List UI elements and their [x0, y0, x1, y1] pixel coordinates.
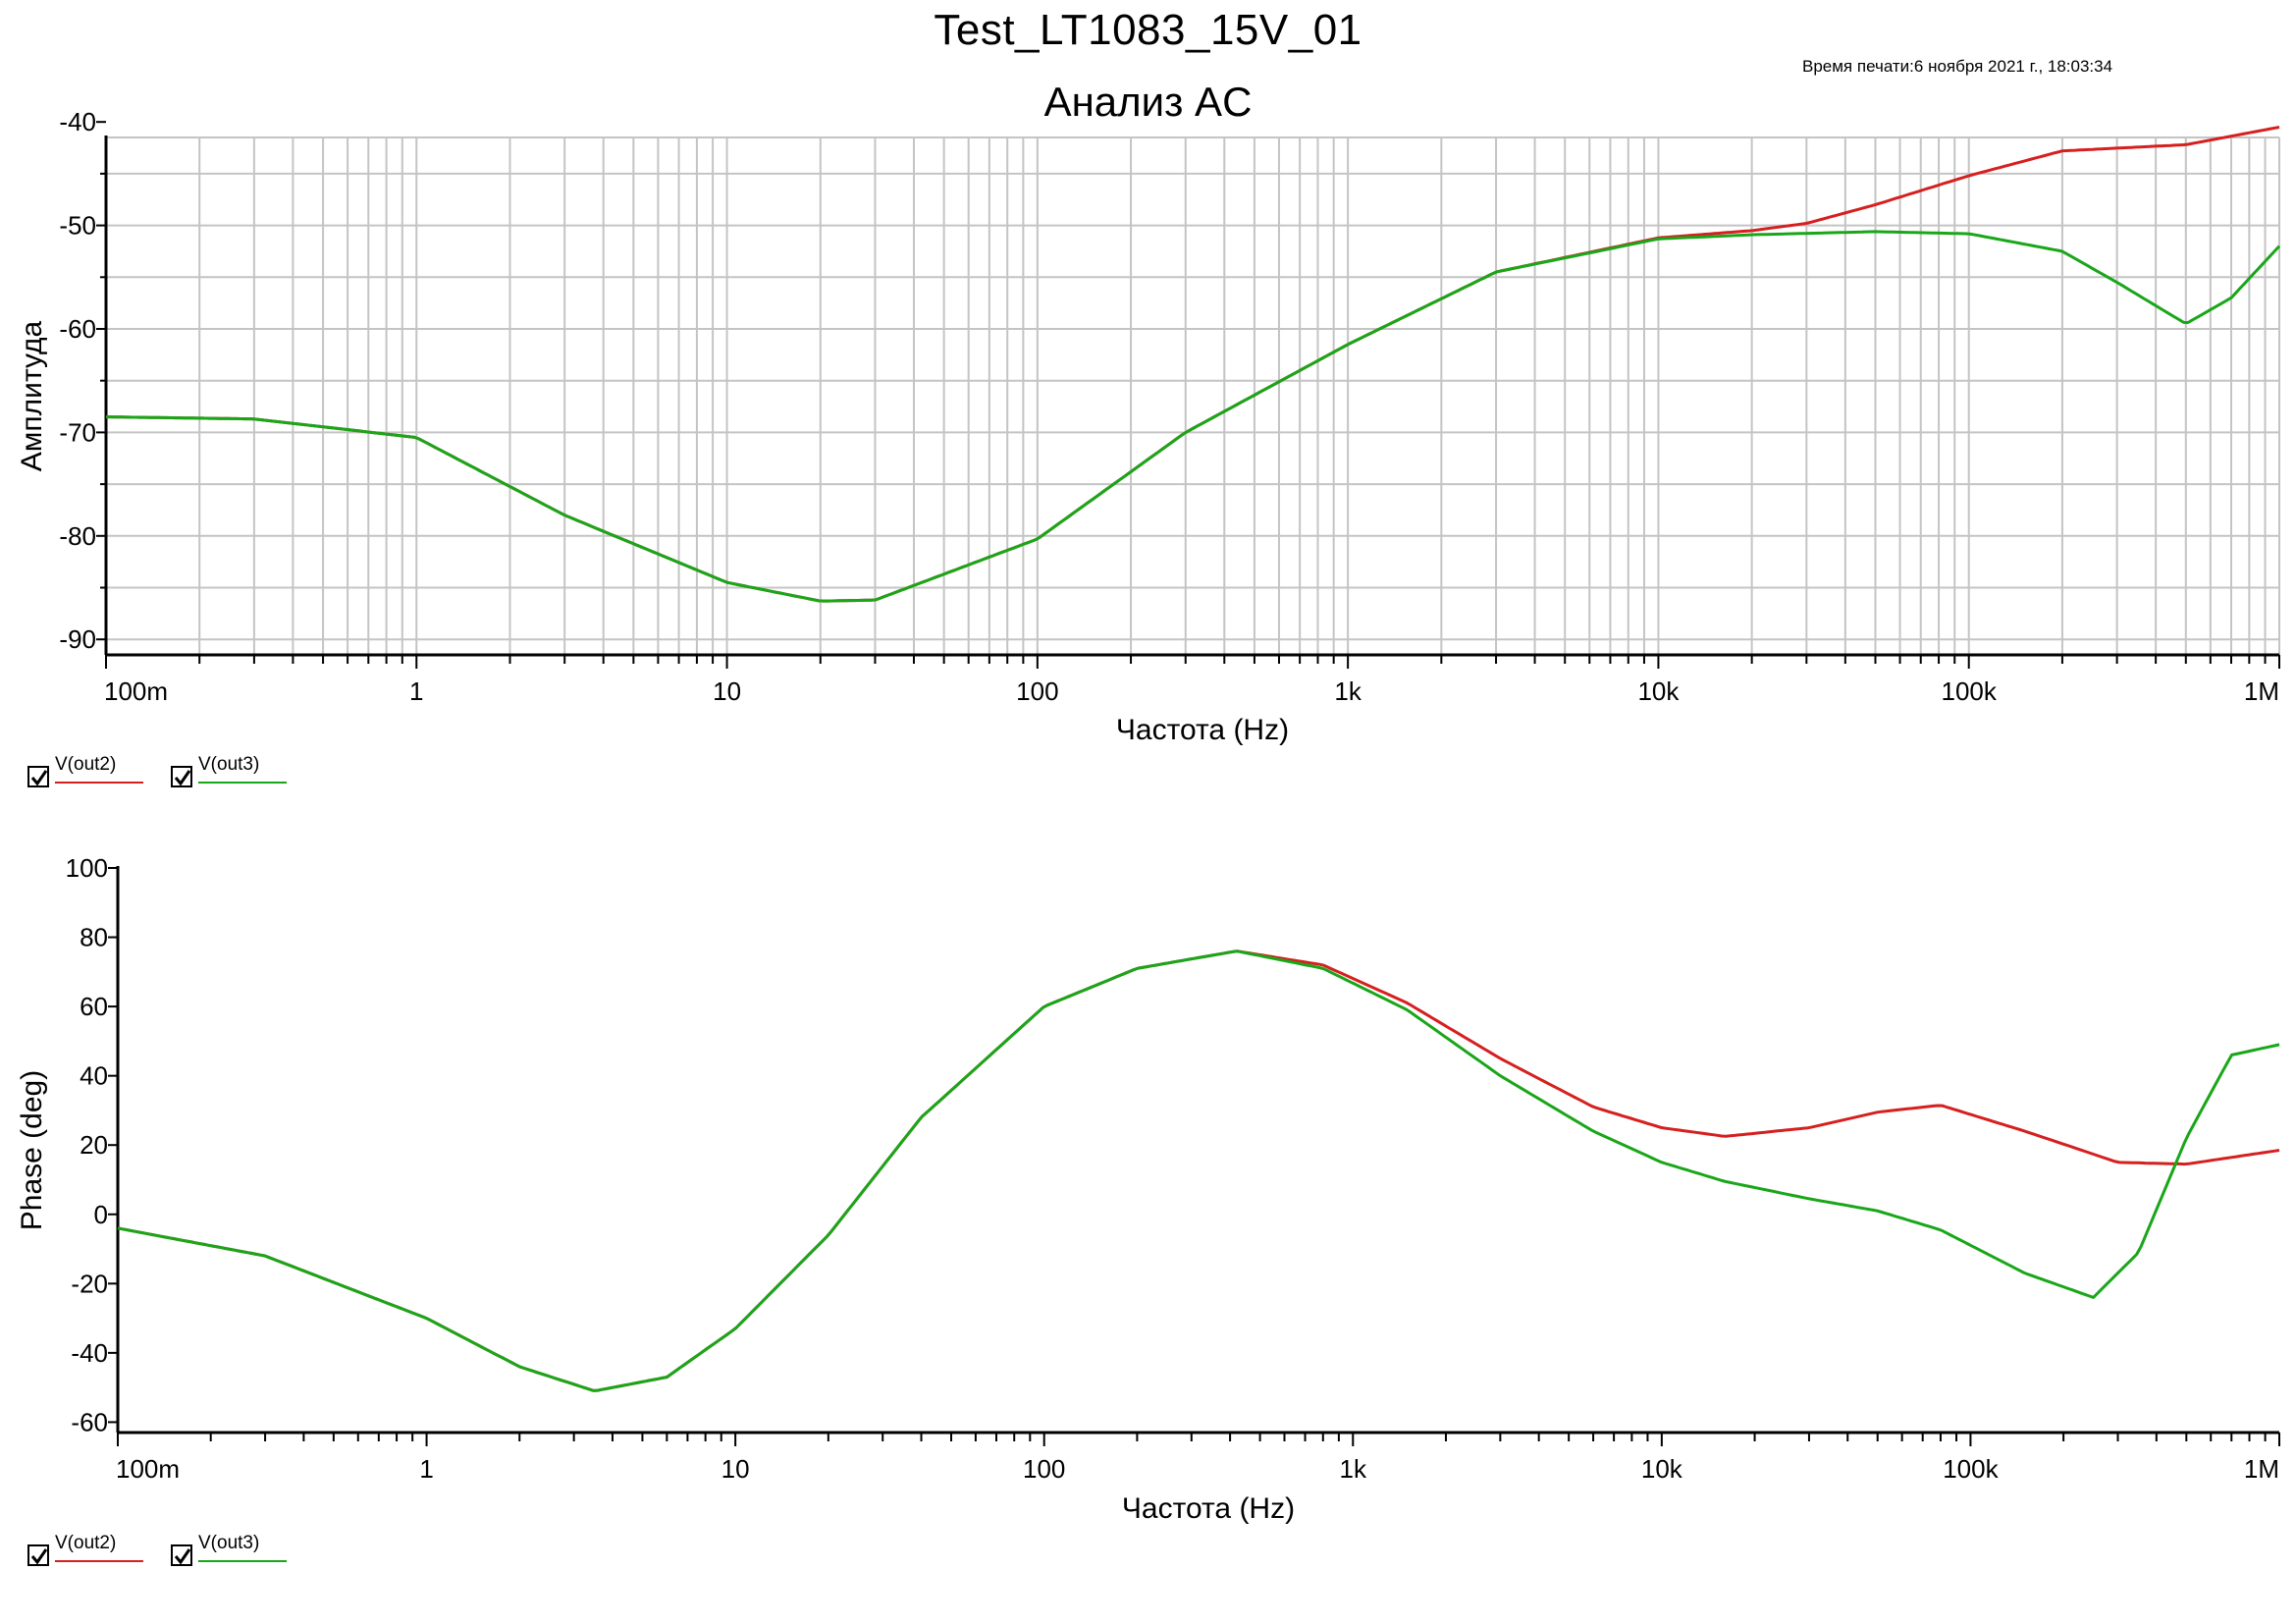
- x-axis-label: Частота (Hz): [1122, 1492, 1295, 1525]
- legend-line-out2: [55, 782, 143, 784]
- y-tick-label: -80: [59, 521, 96, 551]
- y-tick-label: 80: [80, 923, 108, 952]
- x-tick-label: 1M: [2244, 677, 2279, 706]
- x-tick-label: 100m: [116, 1454, 180, 1484]
- x-tick-label: 1: [409, 677, 423, 706]
- x-tick-label: 100k: [1943, 1454, 1999, 1484]
- checkbox-out3[interactable]: [171, 1544, 192, 1566]
- x-tick-label: 1M: [2244, 1454, 2279, 1484]
- legend-line-out3: [198, 1560, 287, 1562]
- x-tick-label: 1k: [1340, 1454, 1367, 1484]
- y-tick-label: 60: [80, 992, 108, 1021]
- x-tick-label: 10: [713, 677, 741, 706]
- y-axis-label: Амплитуда: [16, 320, 48, 471]
- x-tick-label: 10k: [1641, 1454, 1683, 1484]
- y-tick-label: -40: [71, 1338, 108, 1368]
- checkbox-out2[interactable]: [27, 766, 49, 787]
- legend-item-out2[interactable]: V(out2): [27, 754, 145, 795]
- analysis-title: Анализ AC: [1043, 79, 1253, 125]
- y-tick-label: 0: [94, 1200, 108, 1229]
- x-axis-label: Частота (Hz): [1116, 714, 1289, 746]
- check-icon: [30, 1548, 48, 1565]
- x-tick-label: 1: [419, 1454, 433, 1484]
- series-line-vout2: [106, 126, 2280, 603]
- x-tick-label: 1k: [1334, 677, 1362, 706]
- y-tick-label: -60: [59, 314, 96, 344]
- x-tick-label: 100: [1023, 1454, 1065, 1484]
- chart-phase: 100m 1 10 100 1k 10k 100k 1M 100 80 60 40 20 0 -20 -40 -…: [16, 853, 2280, 1525]
- checkbox-out3[interactable]: [171, 766, 192, 787]
- y-tick-label: -50: [59, 211, 96, 241]
- y-tick-label: -70: [59, 417, 96, 447]
- x-tick-label: 100k: [1942, 677, 1998, 706]
- x-tick-label: 100: [1016, 677, 1058, 706]
- legend-item-out3[interactable]: V(out3): [171, 1533, 289, 1574]
- grid: [106, 136, 2280, 655]
- x-tick-label: 10k: [1637, 677, 1680, 706]
- series-line-vout3: [117, 949, 2280, 1392]
- legend-line-out3: [198, 782, 287, 784]
- y-tick-label: 40: [80, 1061, 108, 1091]
- legend-item-out2[interactable]: V(out2): [27, 1533, 145, 1574]
- legend-bottom: V(out2) V(out3): [27, 1533, 342, 1574]
- checkbox-out2[interactable]: [27, 1544, 49, 1566]
- check-icon: [174, 1548, 191, 1565]
- legend-label-out2: V(out2): [55, 1533, 117, 1553]
- y-axis-label: Phase (deg): [16, 1070, 48, 1230]
- series-line-vout3: [106, 230, 2281, 603]
- print-time: Время печати:6 ноября 2021 г., 18:03:34: [1802, 57, 2113, 76]
- check-icon: [30, 770, 48, 786]
- check-icon: [174, 770, 191, 786]
- legend-top: V(out2) V(out3): [27, 754, 342, 795]
- y-tick-label: -20: [71, 1269, 108, 1298]
- legend-label-out3: V(out3): [198, 754, 260, 775]
- y-tick-label: -90: [59, 624, 96, 654]
- legend-label-out2: V(out2): [55, 754, 117, 775]
- report-title: Test_LT1083_15V_01: [934, 6, 1362, 54]
- y-tick-label: -60: [71, 1407, 108, 1436]
- legend-item-out3[interactable]: V(out3): [171, 754, 289, 795]
- y-tick-label: 100: [66, 853, 108, 883]
- chart-amplitude: 100m 1 10 100 1k 10k 100k 1M -40 -50 -60 -70 -80 -90 Ч…: [16, 107, 2281, 746]
- legend-line-out2: [55, 1560, 143, 1562]
- x-tick-label: 10: [721, 1454, 750, 1484]
- y-tick-label: -40: [59, 107, 96, 136]
- y-tick-label: 20: [80, 1130, 108, 1160]
- legend-label-out3: V(out3): [198, 1533, 260, 1553]
- x-tick-label: 100m: [104, 677, 168, 706]
